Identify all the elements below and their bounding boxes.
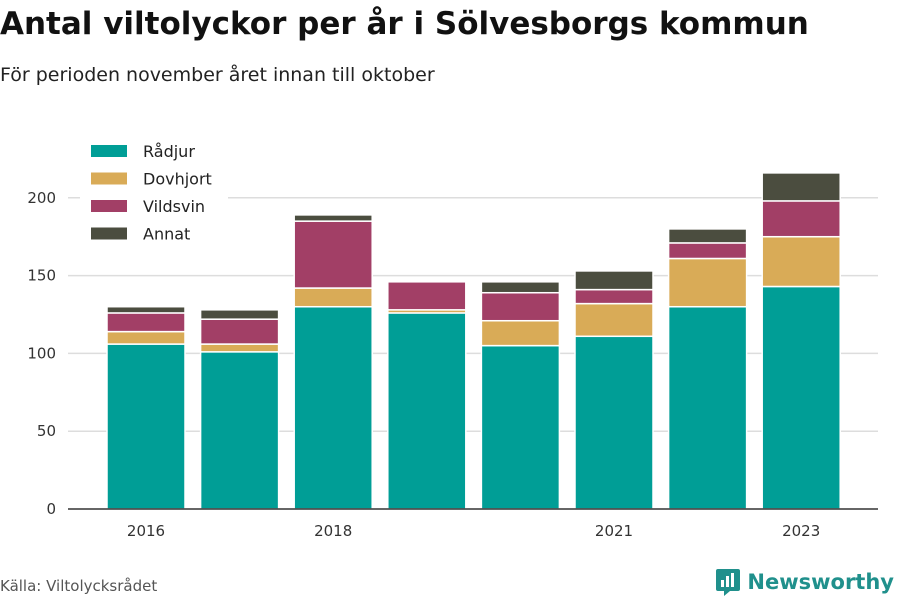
bar-2022-Annat	[667, 228, 748, 244]
y-tick-label-200: 200	[27, 189, 56, 207]
bar-2019-Vildsvin	[387, 281, 467, 311]
chart-subtitle: För perioden november året innan till ok…	[0, 64, 435, 86]
y-tick-label-100: 100	[27, 344, 56, 362]
stacked-bar-chart: 0 50 100 150 200 2016 2018 2021 2023 Rådjur Dovhj…	[27, 136, 878, 540]
bar-2023-Dovhjort	[761, 235, 841, 288]
bar-2020-Dovhjort	[480, 319, 561, 347]
chart-title: Antal viltolyckor per år i Sölvesborgs k…	[0, 6, 809, 42]
y-tick-label-0: 0	[46, 500, 56, 518]
bar-2021-Vildsvin	[574, 288, 654, 305]
legend-label-Annat: Annat	[143, 225, 190, 244]
bar-2020-Annat	[480, 281, 561, 294]
bar-2016-Annat	[106, 305, 186, 314]
bar-2017-Dovhjort	[199, 343, 280, 353]
legend-swatch-Rådjur	[91, 145, 127, 157]
bar-2017-Vildsvin	[199, 318, 280, 345]
bar-2018-Annat	[293, 214, 373, 222]
x-tick-label-2021: 2021	[595, 522, 633, 540]
y-tick-label-50: 50	[37, 422, 56, 440]
legend-label-Dovhjort: Dovhjort	[143, 170, 212, 189]
bar-2023-Annat	[761, 172, 841, 202]
bar-2018-Vildsvin	[293, 220, 373, 289]
x-tick-label-2018: 2018	[314, 522, 352, 540]
bar-2016-Vildsvin	[106, 312, 186, 333]
bar-2022-Dovhjort	[667, 257, 748, 308]
bar-2021-Dovhjort	[574, 302, 654, 338]
bar-2023-Rådjur	[761, 285, 841, 510]
legend: Rådjur Dovhjort Vildsvin Annat	[80, 136, 228, 248]
bar-2023-Vildsvin	[761, 200, 841, 238]
legend-label-Vildsvin: Vildsvin	[143, 197, 205, 216]
bar-2017-Annat	[199, 309, 280, 320]
legend-swatch-Vildsvin	[91, 200, 127, 212]
brand-name: Newsworthy	[747, 570, 894, 594]
x-tick-label-2016: 2016	[127, 522, 165, 540]
legend-swatch-Dovhjort	[91, 172, 127, 185]
legend-swatch-Annat	[91, 227, 127, 240]
y-tick-label-150: 150	[27, 267, 56, 285]
bar-2020-Vildsvin	[480, 291, 561, 322]
bar-2020-Rådjur	[480, 344, 561, 510]
bar-2016-Dovhjort	[106, 330, 186, 345]
bar-2022-Rådjur	[667, 305, 748, 510]
bar-2018-Rådjur	[293, 305, 373, 510]
bar-2019-Rådjur	[387, 312, 467, 510]
legend-label-Rådjur: Rådjur	[143, 142, 195, 161]
newsworthy-icon	[716, 569, 741, 596]
bar-2021-Annat	[574, 270, 654, 291]
bar-2018-Dovhjort	[293, 287, 373, 308]
bars	[106, 172, 841, 510]
bar-2016-Rådjur	[106, 343, 186, 510]
bar-2017-Rådjur	[199, 351, 280, 510]
source-note: Källa: Viltolycksrådet	[0, 577, 158, 595]
axes: 0 50 100 150 200 2016 2018 2021 2023	[27, 189, 878, 540]
x-tick-label-2023: 2023	[782, 522, 820, 540]
brand-logo[interactable]: Newsworthy	[715, 567, 894, 597]
bar-2021-Rådjur	[574, 335, 654, 510]
bar-2022-Vildsvin	[667, 242, 748, 260]
